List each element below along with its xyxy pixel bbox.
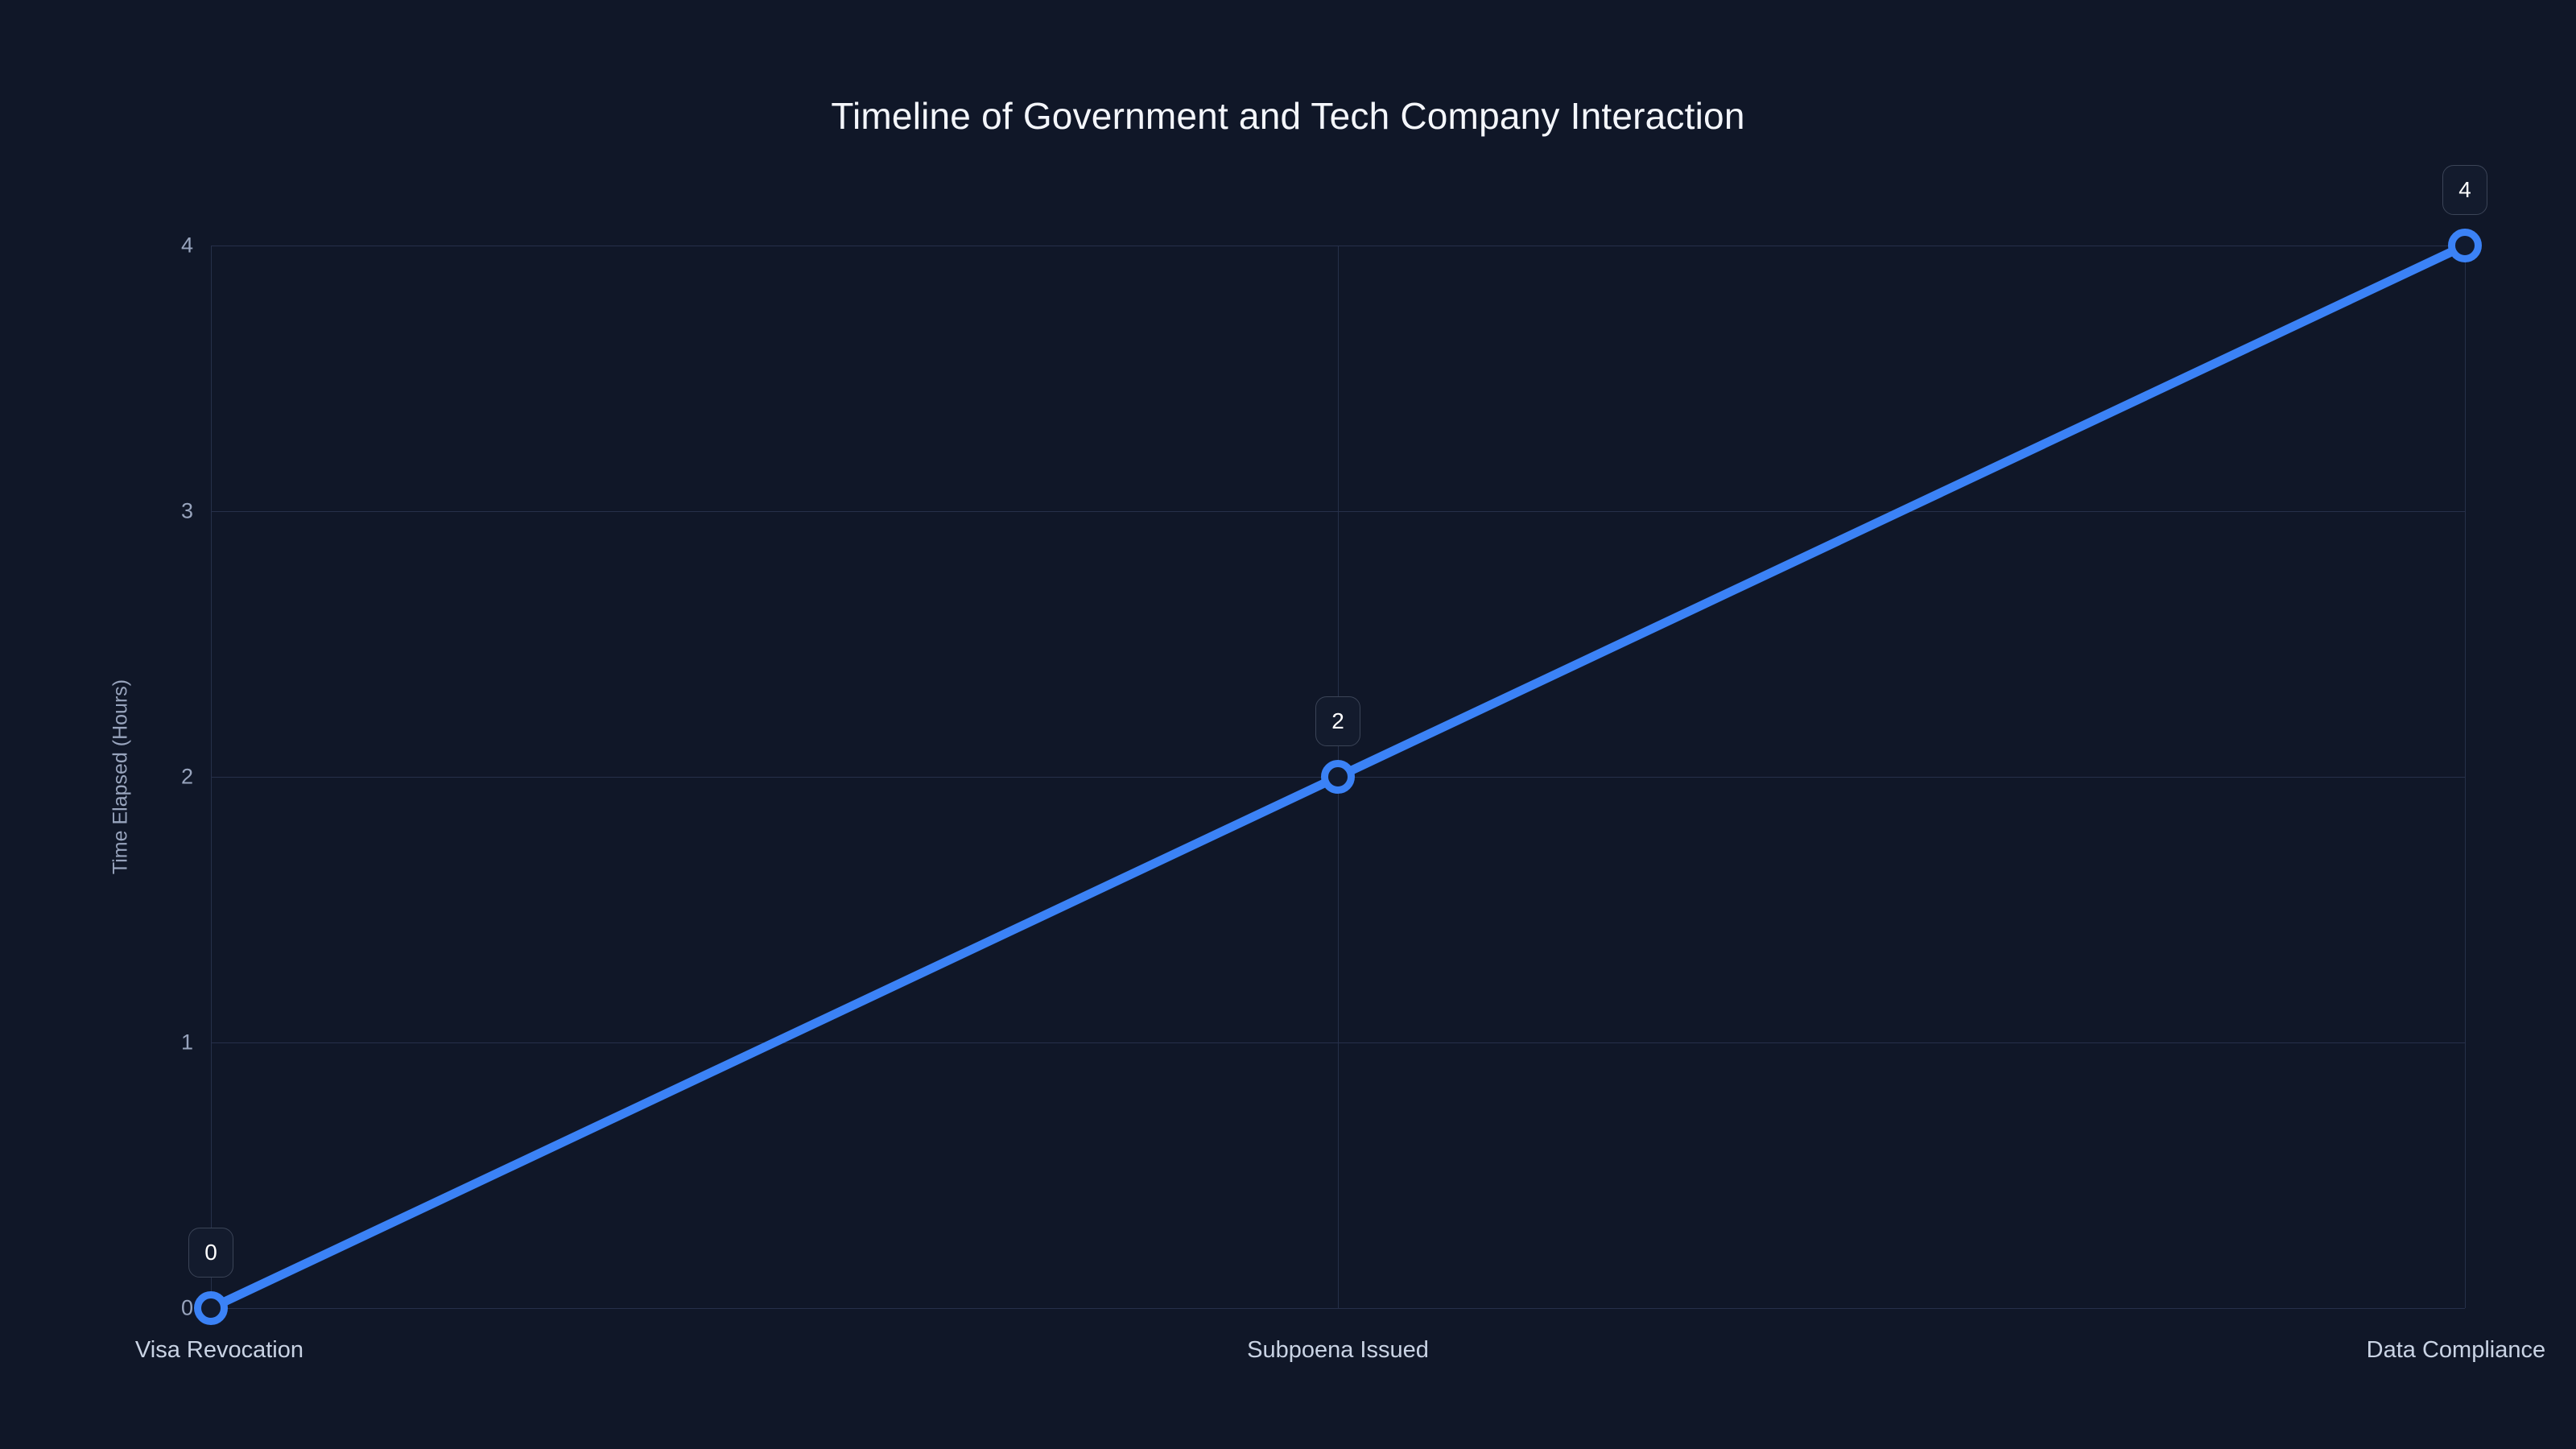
data-point-value-label: 0 [188,1228,233,1278]
data-point-marker[interactable] [194,1291,228,1325]
gridline-vertical [211,246,212,1308]
gridline-vertical [2465,246,2466,1308]
y-axis-tick-label: 0 [180,1295,193,1320]
chart-title: Timeline of Government and Tech Company … [831,95,1745,137]
gridline-horizontal [211,1308,2465,1309]
y-axis-tick-label: 3 [180,498,193,523]
data-point-marker[interactable] [1321,760,1355,794]
data-point-value-label: 4 [2442,165,2487,215]
y-axis-tick-label: 2 [180,764,193,789]
y-axis-tick-label: 1 [180,1030,193,1055]
x-axis-tick-label: Visa Revocation [134,1337,303,1363]
y-axis-tick-label: 4 [180,233,193,258]
x-axis-tick-label: Subpoena Issued [1247,1337,1429,1363]
data-point-marker[interactable] [2448,229,2482,262]
x-axis-tick-label: Data Compliance [2366,1337,2546,1363]
data-point-value-label: 2 [1315,696,1360,746]
